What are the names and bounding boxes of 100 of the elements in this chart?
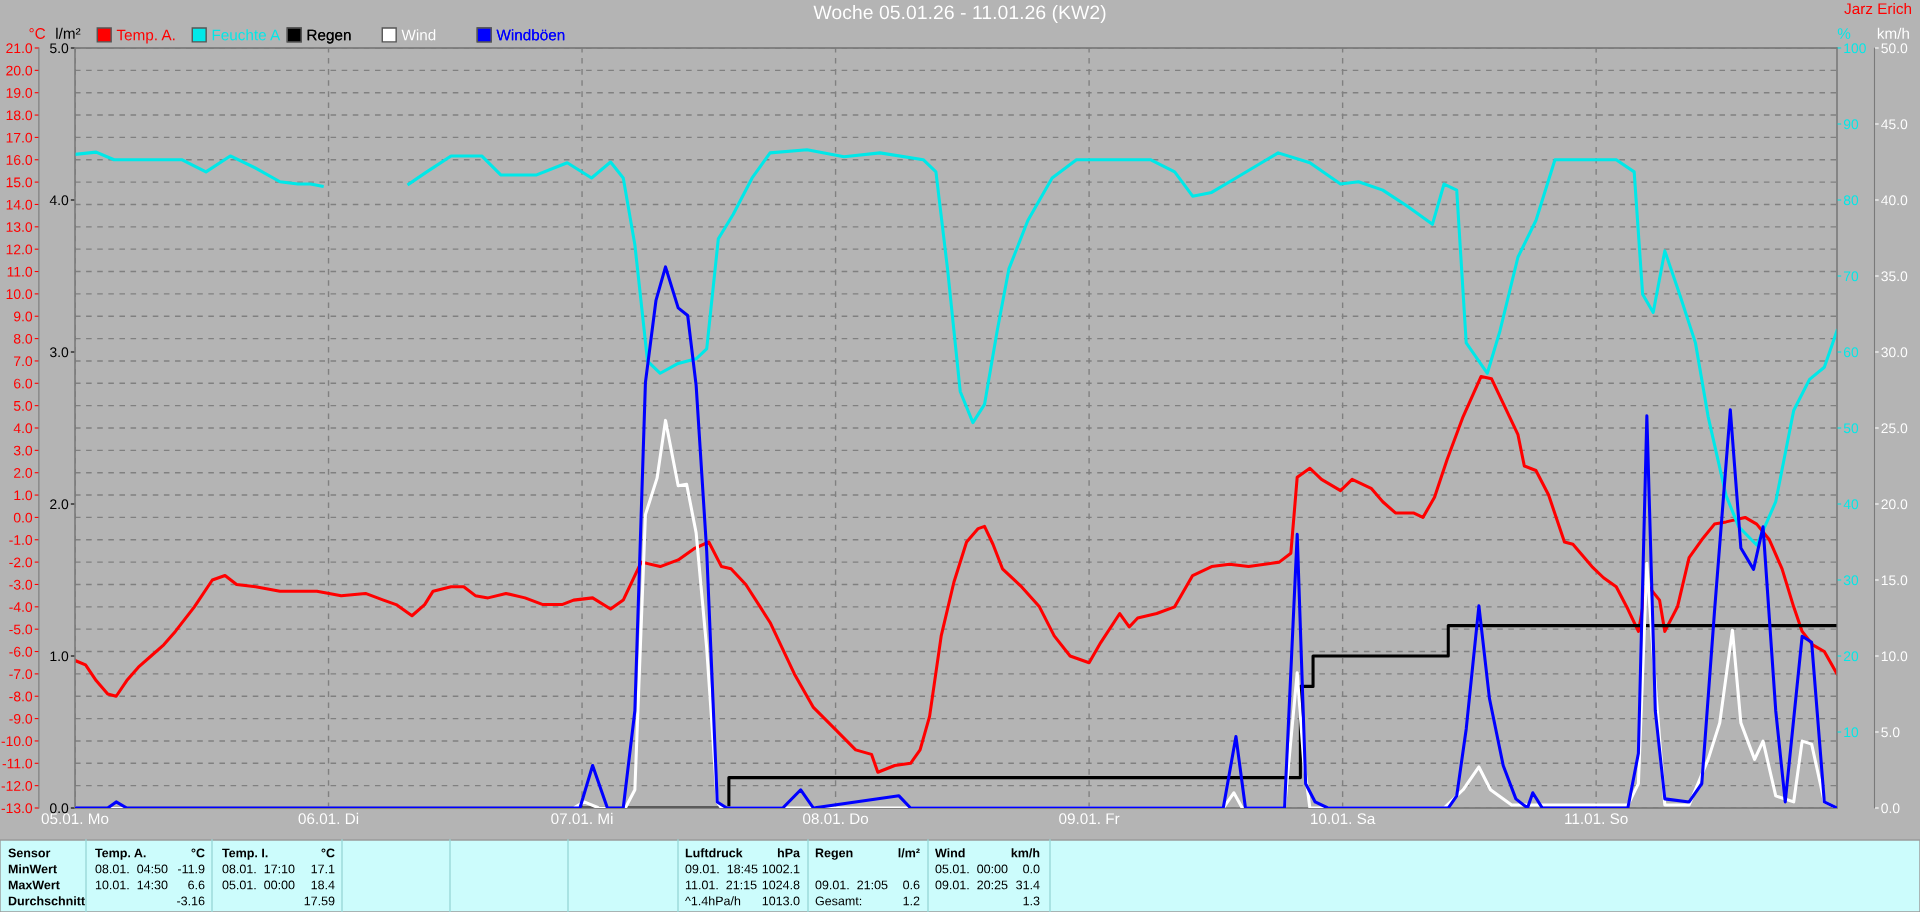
text: 1024.8 <box>762 880 800 890</box>
y-tick-label: 25.0 <box>1881 423 1908 434</box>
y2-tick-label: 5.0 <box>50 43 69 54</box>
text: 17.1 <box>311 864 335 874</box>
y3-tick-label: 90 <box>1843 119 1859 130</box>
y-tick-label: 20.0 <box>1881 499 1908 510</box>
legend-label: Windböen <box>496 29 565 41</box>
y3-tick-label: 30 <box>1843 575 1859 586</box>
text: Wind <box>935 848 965 858</box>
y-tick-label: 6.0 <box>14 378 33 389</box>
text: 10.01. 14:30 <box>95 880 168 890</box>
text: 09.01. 21:05 <box>815 880 888 890</box>
y-tick-label: 35.0 <box>1881 271 1908 282</box>
text: ^1.4hPa/h <box>685 896 741 906</box>
text: °C <box>191 848 205 858</box>
y-tick-label: 5.0 <box>13 400 33 411</box>
text: 6.6 <box>188 880 205 890</box>
y-tick-label: 1.0 <box>14 490 33 501</box>
text: 18.4 <box>311 880 335 890</box>
y-tick-label: 10.0 <box>1881 651 1908 662</box>
chart-title: Woche 05.01.26 - 11.01.26 (KW2) <box>813 4 1106 24</box>
y-tick-label: -2.0 <box>9 557 33 568</box>
y3-tick-label: 60 <box>1843 347 1859 358</box>
y2-axis-title: l/m² <box>56 27 81 39</box>
text: 09.01. 20:25 <box>935 880 1008 890</box>
y-tick-label: 18.0 <box>6 110 33 121</box>
text: 09.01. 18:45 <box>685 864 758 874</box>
y-axis-title: °C <box>29 28 46 39</box>
text: l/m² <box>898 848 920 858</box>
y-tick-label: -1.0 <box>9 535 33 545</box>
y-tick-label: -12.0 <box>1 780 33 791</box>
text: °C <box>321 848 335 858</box>
y-tick-label: 14.0 <box>6 199 33 210</box>
y-tick-label: -7.0 <box>9 669 33 680</box>
y-tick-label: -6.0 <box>9 646 33 657</box>
y-tick-label: 5.0 <box>1881 727 1900 738</box>
legend-label: Feuchte A <box>212 29 281 41</box>
y3-tick-label: 20 <box>1843 651 1859 662</box>
text: -3.16 <box>177 896 205 906</box>
y-tick-label: -13.0 <box>1 803 33 814</box>
text: Temp. A. <box>95 848 146 860</box>
y-tick-label: 15.0 <box>1881 575 1908 586</box>
y-tick-label: 12.0 <box>6 244 33 255</box>
y3-tick-label: 50 <box>1843 423 1859 434</box>
text: hPa <box>777 848 801 858</box>
y-tick-label: 19.0 <box>6 88 33 98</box>
y-tick-label: 3.0 <box>13 445 33 456</box>
text: Durchschnitt <box>8 896 85 906</box>
y-tick-label: 10.0 <box>6 289 33 300</box>
x-tick-label: 06.01. Di <box>298 812 359 825</box>
y2-tick-label: 1.0 <box>50 651 69 662</box>
text: Jarz Erich <box>1844 2 1912 15</box>
text: 05.01. 00:00 <box>222 880 295 890</box>
y-tick-label: 8.0 <box>13 333 33 344</box>
text: 1.3 <box>1023 896 1040 906</box>
text: 31.4 <box>1016 880 1040 890</box>
text: Regen <box>815 848 853 860</box>
y3-tick-label: 100 <box>1844 43 1866 54</box>
y-tick-label: 0.0 <box>1881 803 1900 814</box>
y3-tick-label: 70 <box>1843 271 1859 282</box>
y-tick-label: 17.0 <box>6 132 33 143</box>
y-tick-label: 40.0 <box>1881 195 1908 206</box>
text: 1.2 <box>903 896 920 906</box>
text: 08.01. 17:10 <box>222 864 295 874</box>
y3-tick-label: 80 <box>1843 195 1859 206</box>
y-tick-label: 9.0 <box>13 311 33 322</box>
y-tick-label: -3.0 <box>9 579 33 590</box>
y3-axis-title: % <box>1837 28 1851 39</box>
text: 17.59 <box>304 896 335 906</box>
y-tick-label: 30.0 <box>1881 347 1908 358</box>
y-tick-label: 11.0 <box>7 266 33 277</box>
y-tick-label: -9.0 <box>9 713 33 724</box>
x-tick-label: 11.01. So <box>1565 813 1628 825</box>
y2-tick-label: 3.0 <box>49 347 69 358</box>
x-tick-label: 07.01. Mi <box>551 812 613 825</box>
text: Sensor <box>8 848 51 858</box>
text: 08.01. 04:50 <box>95 864 168 874</box>
x-tick-label: 08.01. Do <box>803 813 869 825</box>
y-axis-title: km/h <box>1877 27 1909 39</box>
y-tick-label: -10.0 <box>1 736 33 747</box>
text: Temp. I. <box>222 848 268 860</box>
y-tick-label: 7.0 <box>14 356 33 367</box>
text: -11.9 <box>177 864 205 874</box>
legend-label: Regen <box>307 29 351 44</box>
x-tick-label: 09.01. Fr <box>1059 813 1120 825</box>
y2-tick-label: 4.0 <box>49 195 69 206</box>
text: Gesamt: <box>815 896 862 906</box>
y-tick-label: 13.0 <box>6 222 33 232</box>
text: 1013.0 <box>762 896 800 906</box>
text: MinWert <box>8 864 57 874</box>
text: km/h <box>1011 848 1040 858</box>
y-tick-label: 45.0 <box>1881 119 1908 130</box>
y-tick-label: 21.0 <box>6 43 33 54</box>
y-tick-label: 15.0 <box>6 177 33 188</box>
y2-tick-label: 0.0 <box>49 803 69 814</box>
y3-tick-label: 10 <box>1844 727 1859 738</box>
y3-tick-label: 40 <box>1843 499 1859 510</box>
text: 0.0 <box>1023 864 1040 874</box>
y-tick-label: 4.0 <box>13 423 33 434</box>
legend-label: Wind <box>401 29 436 41</box>
